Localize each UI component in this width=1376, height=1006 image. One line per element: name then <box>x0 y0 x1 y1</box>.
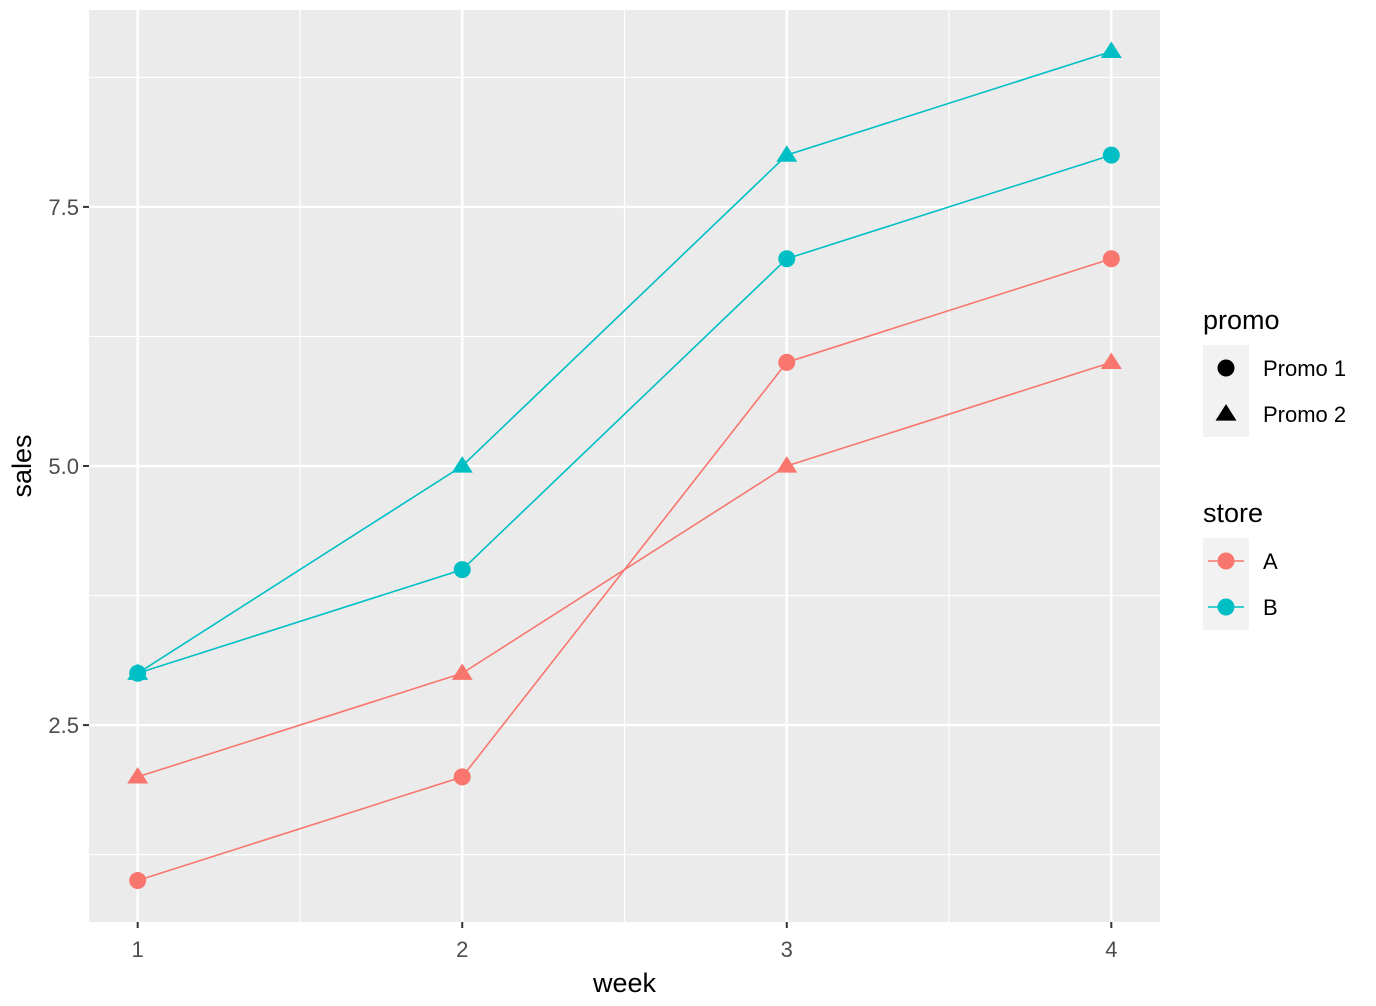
y-tick-label: 7.5 <box>48 195 79 220</box>
legend-title-promo: promo <box>1203 305 1280 335</box>
data-point-circle <box>778 250 796 268</box>
data-point-triangle <box>127 663 149 680</box>
legend-title-store: store <box>1203 498 1263 528</box>
legend-key-triangle <box>1215 404 1237 421</box>
y-axis-title: sales <box>7 434 37 497</box>
legend-label: B <box>1263 595 1278 620</box>
x-tick-label: 4 <box>1105 937 1117 962</box>
data-point-triangle <box>451 663 473 680</box>
legend-label: Promo 1 <box>1263 356 1346 381</box>
legend-key-background <box>1203 345 1249 437</box>
legend-label: A <box>1263 549 1278 574</box>
series-line-store-a-promo-2 <box>137 361 1112 778</box>
y-axis: 2.5 5.0 7.5 <box>48 195 89 738</box>
x-axis: 1 2 3 4 <box>132 922 1117 962</box>
data-point-circle <box>129 872 147 890</box>
legend-key-circle <box>1217 552 1235 570</box>
x-tick-label: 2 <box>456 937 468 962</box>
series-line-store-b-promo-2 <box>137 50 1112 674</box>
data-point-triangle <box>776 456 798 473</box>
data-point-triangle <box>127 767 149 784</box>
x-tick-label: 3 <box>781 937 793 962</box>
series-lines <box>137 50 1112 882</box>
series-line-store-b-promo-1 <box>137 154 1112 675</box>
legend-key-background <box>1203 538 1249 630</box>
legend-key-circle <box>1217 359 1235 377</box>
data-point-triangle <box>1100 41 1122 59</box>
data-point-circle <box>453 768 471 786</box>
data-point-triangle <box>1100 352 1122 369</box>
data-point-circle <box>778 353 796 371</box>
data-point-circle <box>1102 146 1120 164</box>
y-tick-label: 5.0 <box>48 454 79 479</box>
legend-label: Promo 2 <box>1263 402 1346 427</box>
data-point-circle <box>1102 250 1120 268</box>
series-points <box>127 41 1122 890</box>
data-point-circle <box>453 561 471 579</box>
data-point-triangle <box>776 145 798 162</box>
x-tick-label: 1 <box>132 937 144 962</box>
data-point-triangle <box>451 456 473 473</box>
x-axis-title: week <box>592 968 657 998</box>
y-tick-label: 2.5 <box>48 713 79 738</box>
legend-key-circle <box>1217 598 1235 616</box>
